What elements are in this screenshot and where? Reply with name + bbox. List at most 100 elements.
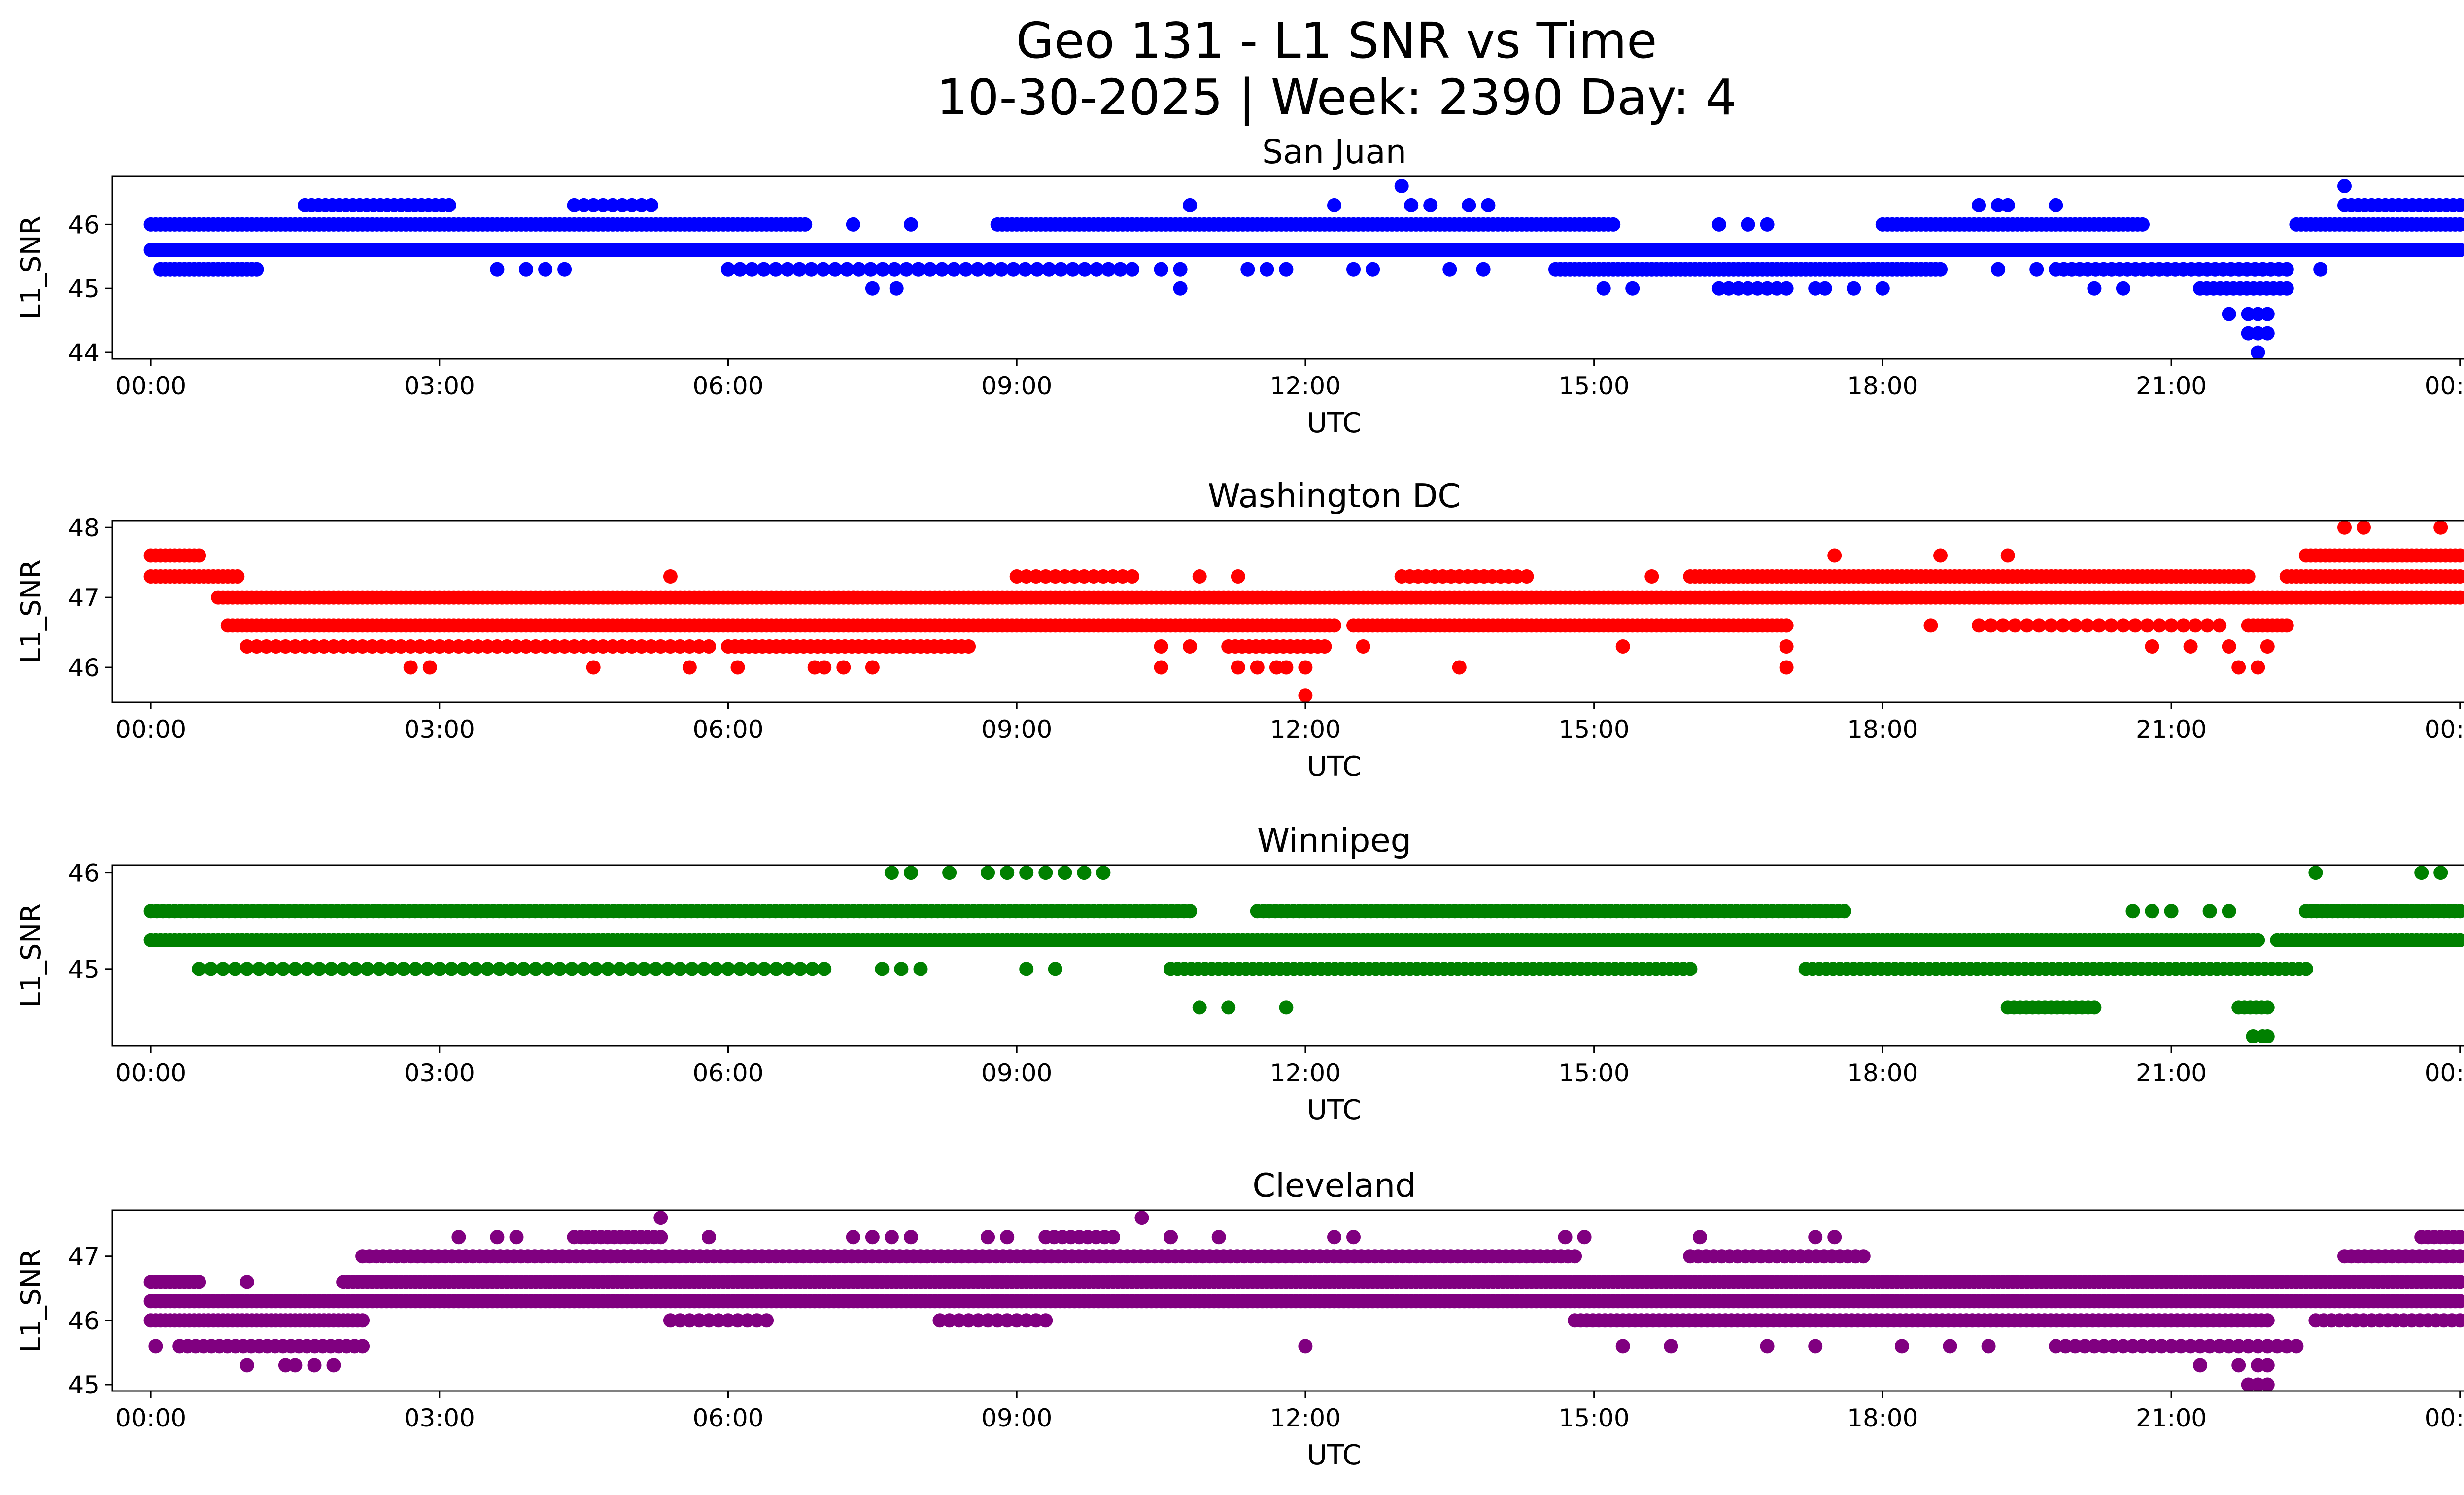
data-point [540, 962, 555, 976]
data-point [836, 660, 851, 675]
data-point [2000, 548, 2015, 563]
data-point [745, 962, 759, 976]
x-tick-label: 00:00 [115, 1404, 186, 1432]
data-point [2000, 198, 2015, 212]
data-point [2080, 618, 2094, 633]
data-point [2231, 660, 2246, 675]
data-point [1317, 639, 1332, 654]
y-tick-label: 45 [68, 1371, 100, 1399]
x-tick-label: 18:00 [1847, 1059, 1918, 1087]
data-point [2453, 933, 2464, 947]
data-point [2298, 962, 2313, 976]
data-point [769, 962, 784, 976]
data-point [1000, 1230, 1015, 1245]
data-point [817, 962, 832, 976]
data-point [2087, 1000, 2102, 1015]
data-point [899, 262, 914, 277]
data-point [148, 1339, 163, 1354]
data-point [804, 262, 819, 277]
data-point [2140, 618, 2155, 633]
data-point [1298, 1339, 1313, 1354]
data-point [816, 262, 830, 277]
data-point [793, 962, 808, 976]
data-point [2251, 933, 2265, 947]
data-point [264, 962, 278, 976]
data-point [624, 962, 639, 976]
data-point [887, 262, 902, 277]
x-tick-label: 09:00 [981, 715, 1052, 744]
data-point [863, 262, 878, 277]
data-point [588, 962, 603, 976]
data-point [1183, 639, 1198, 654]
y-tick-label: 48 [68, 514, 100, 542]
data-point [1327, 198, 1341, 212]
x-tick-label: 00:00 [2425, 1059, 2464, 1087]
data-point [2260, 1313, 2275, 1328]
data-point [355, 1339, 370, 1354]
data-point [288, 1358, 303, 1373]
data-point [2092, 618, 2107, 633]
data-point [1125, 569, 1139, 584]
x-tick-label: 12:00 [1270, 1059, 1341, 1087]
data-point [1260, 262, 1274, 277]
data-point [2453, 1294, 2464, 1309]
data-point [2270, 1275, 2285, 1289]
data-point [1077, 866, 1092, 880]
data-point [1346, 262, 1361, 277]
data-point [1476, 262, 1491, 277]
data-point [336, 962, 351, 976]
data-point [1683, 962, 1698, 976]
data-point [1779, 281, 1794, 296]
data-point [2241, 569, 2256, 584]
winnipeg-title: Winnipeg [1257, 821, 1411, 860]
data-point [702, 1230, 716, 1245]
data-point [684, 962, 699, 976]
data-point [528, 962, 543, 976]
data-point [1077, 262, 1092, 277]
data-point [1519, 569, 1534, 584]
data-point [2222, 904, 2236, 919]
data-point [1972, 618, 1986, 633]
washington-dc-points [143, 521, 2464, 702]
x-tick-label: 09:00 [981, 372, 1052, 400]
data-point [2279, 262, 2294, 277]
data-point [1808, 1230, 1823, 1245]
x-tick-label: 06:00 [692, 1404, 763, 1432]
data-point [2279, 281, 2294, 296]
x-tick-label: 09:00 [981, 1404, 1052, 1432]
y-tick-label: 46 [68, 654, 100, 682]
data-point [2260, 1000, 2275, 1015]
x-tick-label: 12:00 [1270, 372, 1341, 400]
data-point [2116, 618, 2130, 633]
data-point [721, 962, 735, 976]
data-point [2193, 1358, 2208, 1373]
data-point [2145, 639, 2159, 654]
data-point [2104, 618, 2119, 633]
x-tick-label: 21:00 [2136, 715, 2207, 744]
data-point [312, 962, 327, 976]
data-point [2260, 1029, 2275, 1043]
data-point [1113, 262, 1128, 277]
x-tick-label: 06:00 [692, 372, 763, 400]
data-point [2453, 590, 2464, 605]
figure-title-line1: Geo 131 - L1 SNR vs Time [1016, 12, 1657, 70]
data-point [1779, 618, 1794, 633]
data-point [552, 962, 567, 976]
data-point [1760, 1339, 1775, 1354]
data-point [828, 262, 843, 277]
y-tick-label: 46 [68, 210, 100, 239]
data-point [2087, 281, 2102, 296]
data-point [756, 262, 771, 277]
data-point [557, 262, 572, 277]
data-point [2337, 179, 2352, 193]
data-point [1192, 1000, 1207, 1015]
data-point [884, 1230, 899, 1245]
data-point [1000, 866, 1015, 880]
data-point [504, 962, 519, 976]
data-point [757, 962, 772, 976]
data-point [994, 262, 1009, 277]
data-point [702, 639, 716, 654]
data-point [1933, 262, 1948, 277]
data-point [2202, 904, 2217, 919]
